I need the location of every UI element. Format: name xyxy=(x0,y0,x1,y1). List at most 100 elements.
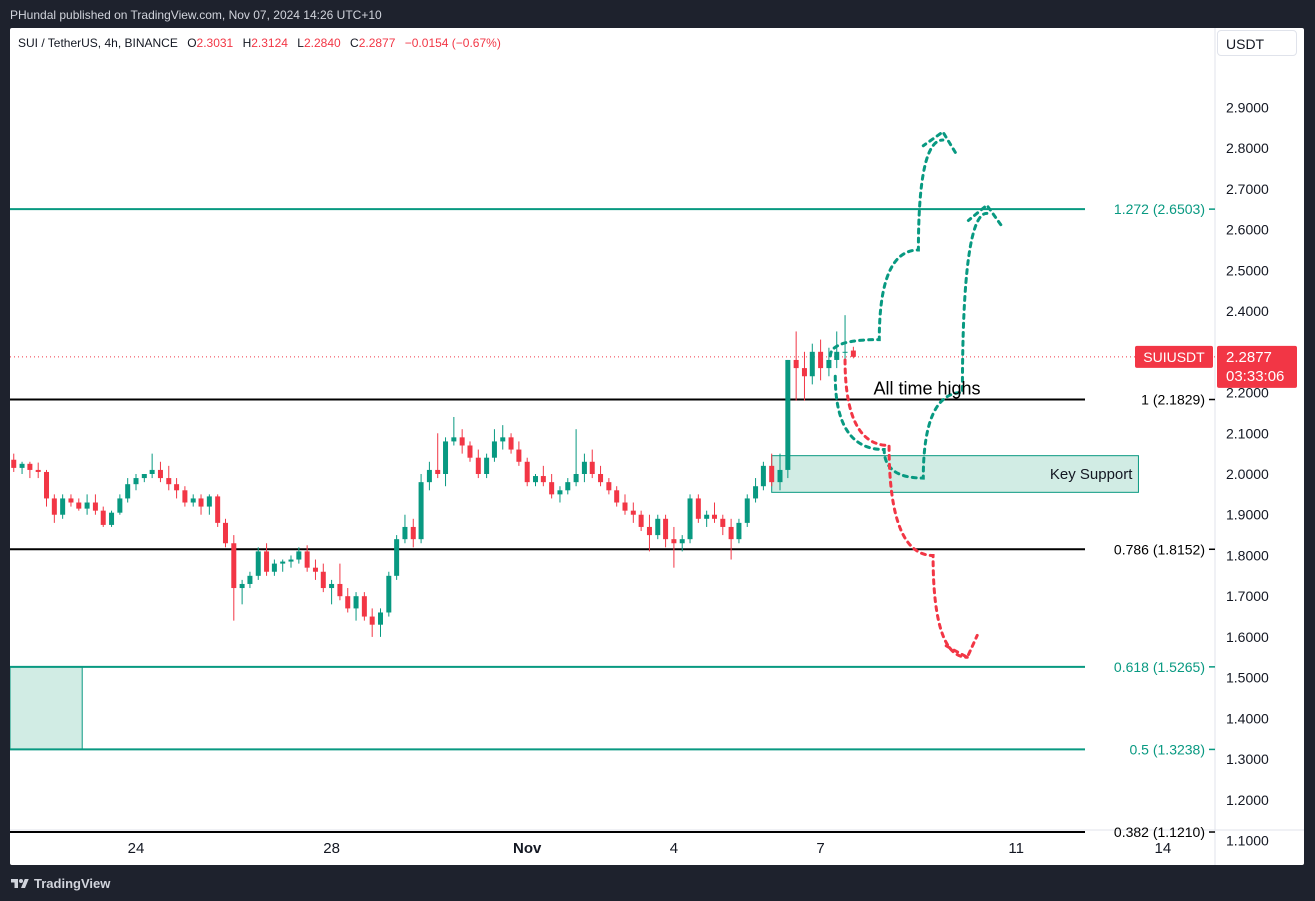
candle-body xyxy=(117,498,123,513)
candle-body xyxy=(826,359,832,369)
candle-body xyxy=(271,563,277,572)
candle-body xyxy=(100,510,106,525)
candle-body xyxy=(785,359,791,470)
fib-label-2: 0.786 (1.8152) xyxy=(1114,541,1205,557)
candle-body xyxy=(361,596,367,617)
time-tick-label: 14 xyxy=(1155,840,1172,857)
time-tick-label: 11 xyxy=(1008,840,1024,857)
legend-high-label: H xyxy=(242,36,252,50)
candle-body xyxy=(84,502,90,509)
candle-body xyxy=(793,359,799,369)
candle-body xyxy=(215,496,221,523)
candle-body xyxy=(842,351,848,353)
candle-body xyxy=(109,512,115,525)
candle-body xyxy=(410,526,416,540)
price-tick-label: 2.0000 xyxy=(1226,466,1269,482)
time-tick-label: 4 xyxy=(670,840,678,857)
candle-body xyxy=(565,482,571,491)
fib-label-4: 0.5 (1.3238) xyxy=(1130,741,1206,757)
candle-body xyxy=(614,490,620,503)
candle-body xyxy=(606,482,612,491)
candle-body xyxy=(166,478,172,485)
fib-label-0: 1.272 (2.6503) xyxy=(1114,201,1205,217)
projection-path-0 xyxy=(828,138,945,358)
candle-body xyxy=(337,583,343,597)
fib-label-3: 0.618 (1.5265) xyxy=(1114,659,1205,675)
candle-body xyxy=(76,502,82,509)
candle-body xyxy=(451,437,457,442)
price-badge xyxy=(1217,345,1297,388)
projection-path-2 xyxy=(843,358,969,659)
candle-body xyxy=(671,539,677,544)
candle-body xyxy=(51,498,57,515)
price-tick-label: 2.8000 xyxy=(1226,140,1269,156)
price-tick-label: 2.4000 xyxy=(1226,303,1269,319)
candle-body xyxy=(320,571,326,589)
candle-body xyxy=(533,476,539,483)
publisher-line: PHundal published on TradingView.com, No… xyxy=(10,8,382,22)
candle-body xyxy=(598,474,604,483)
price-tick-label: 1.8000 xyxy=(1226,547,1269,563)
candle-body xyxy=(394,539,400,576)
price-badge-value: 2.2877 xyxy=(1226,349,1272,366)
candle-body xyxy=(386,575,392,613)
currency-unit-button[interactable]: USDT xyxy=(1217,30,1297,56)
candle-body xyxy=(369,616,375,625)
symbol-legend: SUI / TetherUS, 4h, BINANCE O2.3031 H2.3… xyxy=(18,36,501,50)
projection-arrowhead-0 xyxy=(921,129,957,154)
candle-body xyxy=(516,449,522,462)
legend-open-label: O xyxy=(187,36,197,50)
candle-body xyxy=(818,351,824,369)
candle-body xyxy=(402,526,408,540)
candle-body xyxy=(557,490,563,495)
candle-body xyxy=(44,471,50,499)
candle-body xyxy=(622,502,628,511)
candle-body xyxy=(834,351,840,360)
candle-body xyxy=(19,463,25,468)
price-tick-label: 1.6000 xyxy=(1226,629,1269,645)
candlestick-chart[interactable]: Key Support 1.272 (2.6503) 1 (2.1829) 0.786… xyxy=(10,28,1304,865)
price-tick-label: 1.9000 xyxy=(1226,507,1269,523)
footer-brand-label: TradingView xyxy=(34,876,111,891)
annotation-label-0: All time highs xyxy=(874,379,981,399)
time-tick-label: 28 xyxy=(323,840,340,857)
zone-box-1 xyxy=(10,666,83,750)
projection-arrowhead-1 xyxy=(966,202,1003,227)
candle-body xyxy=(280,561,286,564)
candle-body xyxy=(777,469,783,483)
candle-body xyxy=(549,482,555,495)
candle-body xyxy=(92,502,98,511)
candle-body xyxy=(687,498,693,540)
candle-body xyxy=(312,567,318,572)
candle-body xyxy=(491,441,497,458)
candle-body xyxy=(459,437,465,446)
chart-panel[interactable]: Key Support 1.272 (2.6503) 1 (2.1829) 0.786… xyxy=(10,28,1304,865)
candle-body xyxy=(760,465,766,487)
candle-body xyxy=(198,498,204,507)
candle-body xyxy=(809,351,815,377)
candle-body xyxy=(353,596,359,609)
candle-body xyxy=(190,498,196,503)
projection-arrowhead-2 xyxy=(944,633,979,660)
candle-body xyxy=(255,551,261,576)
candle-body xyxy=(329,583,335,589)
price-tick-label: 2.7000 xyxy=(1226,181,1269,197)
legend-low-label: L xyxy=(297,36,304,50)
price-tick-label: 1.3000 xyxy=(1226,751,1269,767)
candle-body xyxy=(850,350,856,357)
candle-body xyxy=(27,463,33,470)
price-tick-label: 2.2000 xyxy=(1226,385,1269,401)
candle-body xyxy=(125,484,131,499)
candle-body xyxy=(247,575,253,584)
candle-body xyxy=(304,551,310,568)
candle-body xyxy=(35,469,41,472)
candle-body xyxy=(484,457,490,474)
price-tick-label: 2.1000 xyxy=(1226,425,1269,441)
candle-body xyxy=(11,459,17,468)
price-badge-countdown: 03:33:06 xyxy=(1226,368,1284,385)
candle-body xyxy=(141,474,147,479)
candle-body xyxy=(524,461,530,483)
candle-body xyxy=(638,514,644,527)
candle-body xyxy=(753,486,759,499)
candle-body xyxy=(589,461,595,474)
